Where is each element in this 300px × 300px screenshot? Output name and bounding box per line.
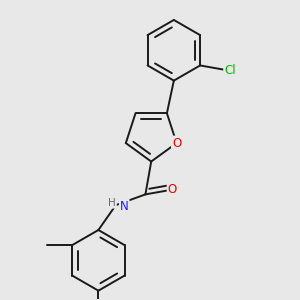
Text: H: H [108,198,116,208]
Text: N: N [120,200,129,213]
Text: Cl: Cl [224,64,236,77]
Text: O: O [172,136,181,150]
Text: O: O [168,183,177,196]
